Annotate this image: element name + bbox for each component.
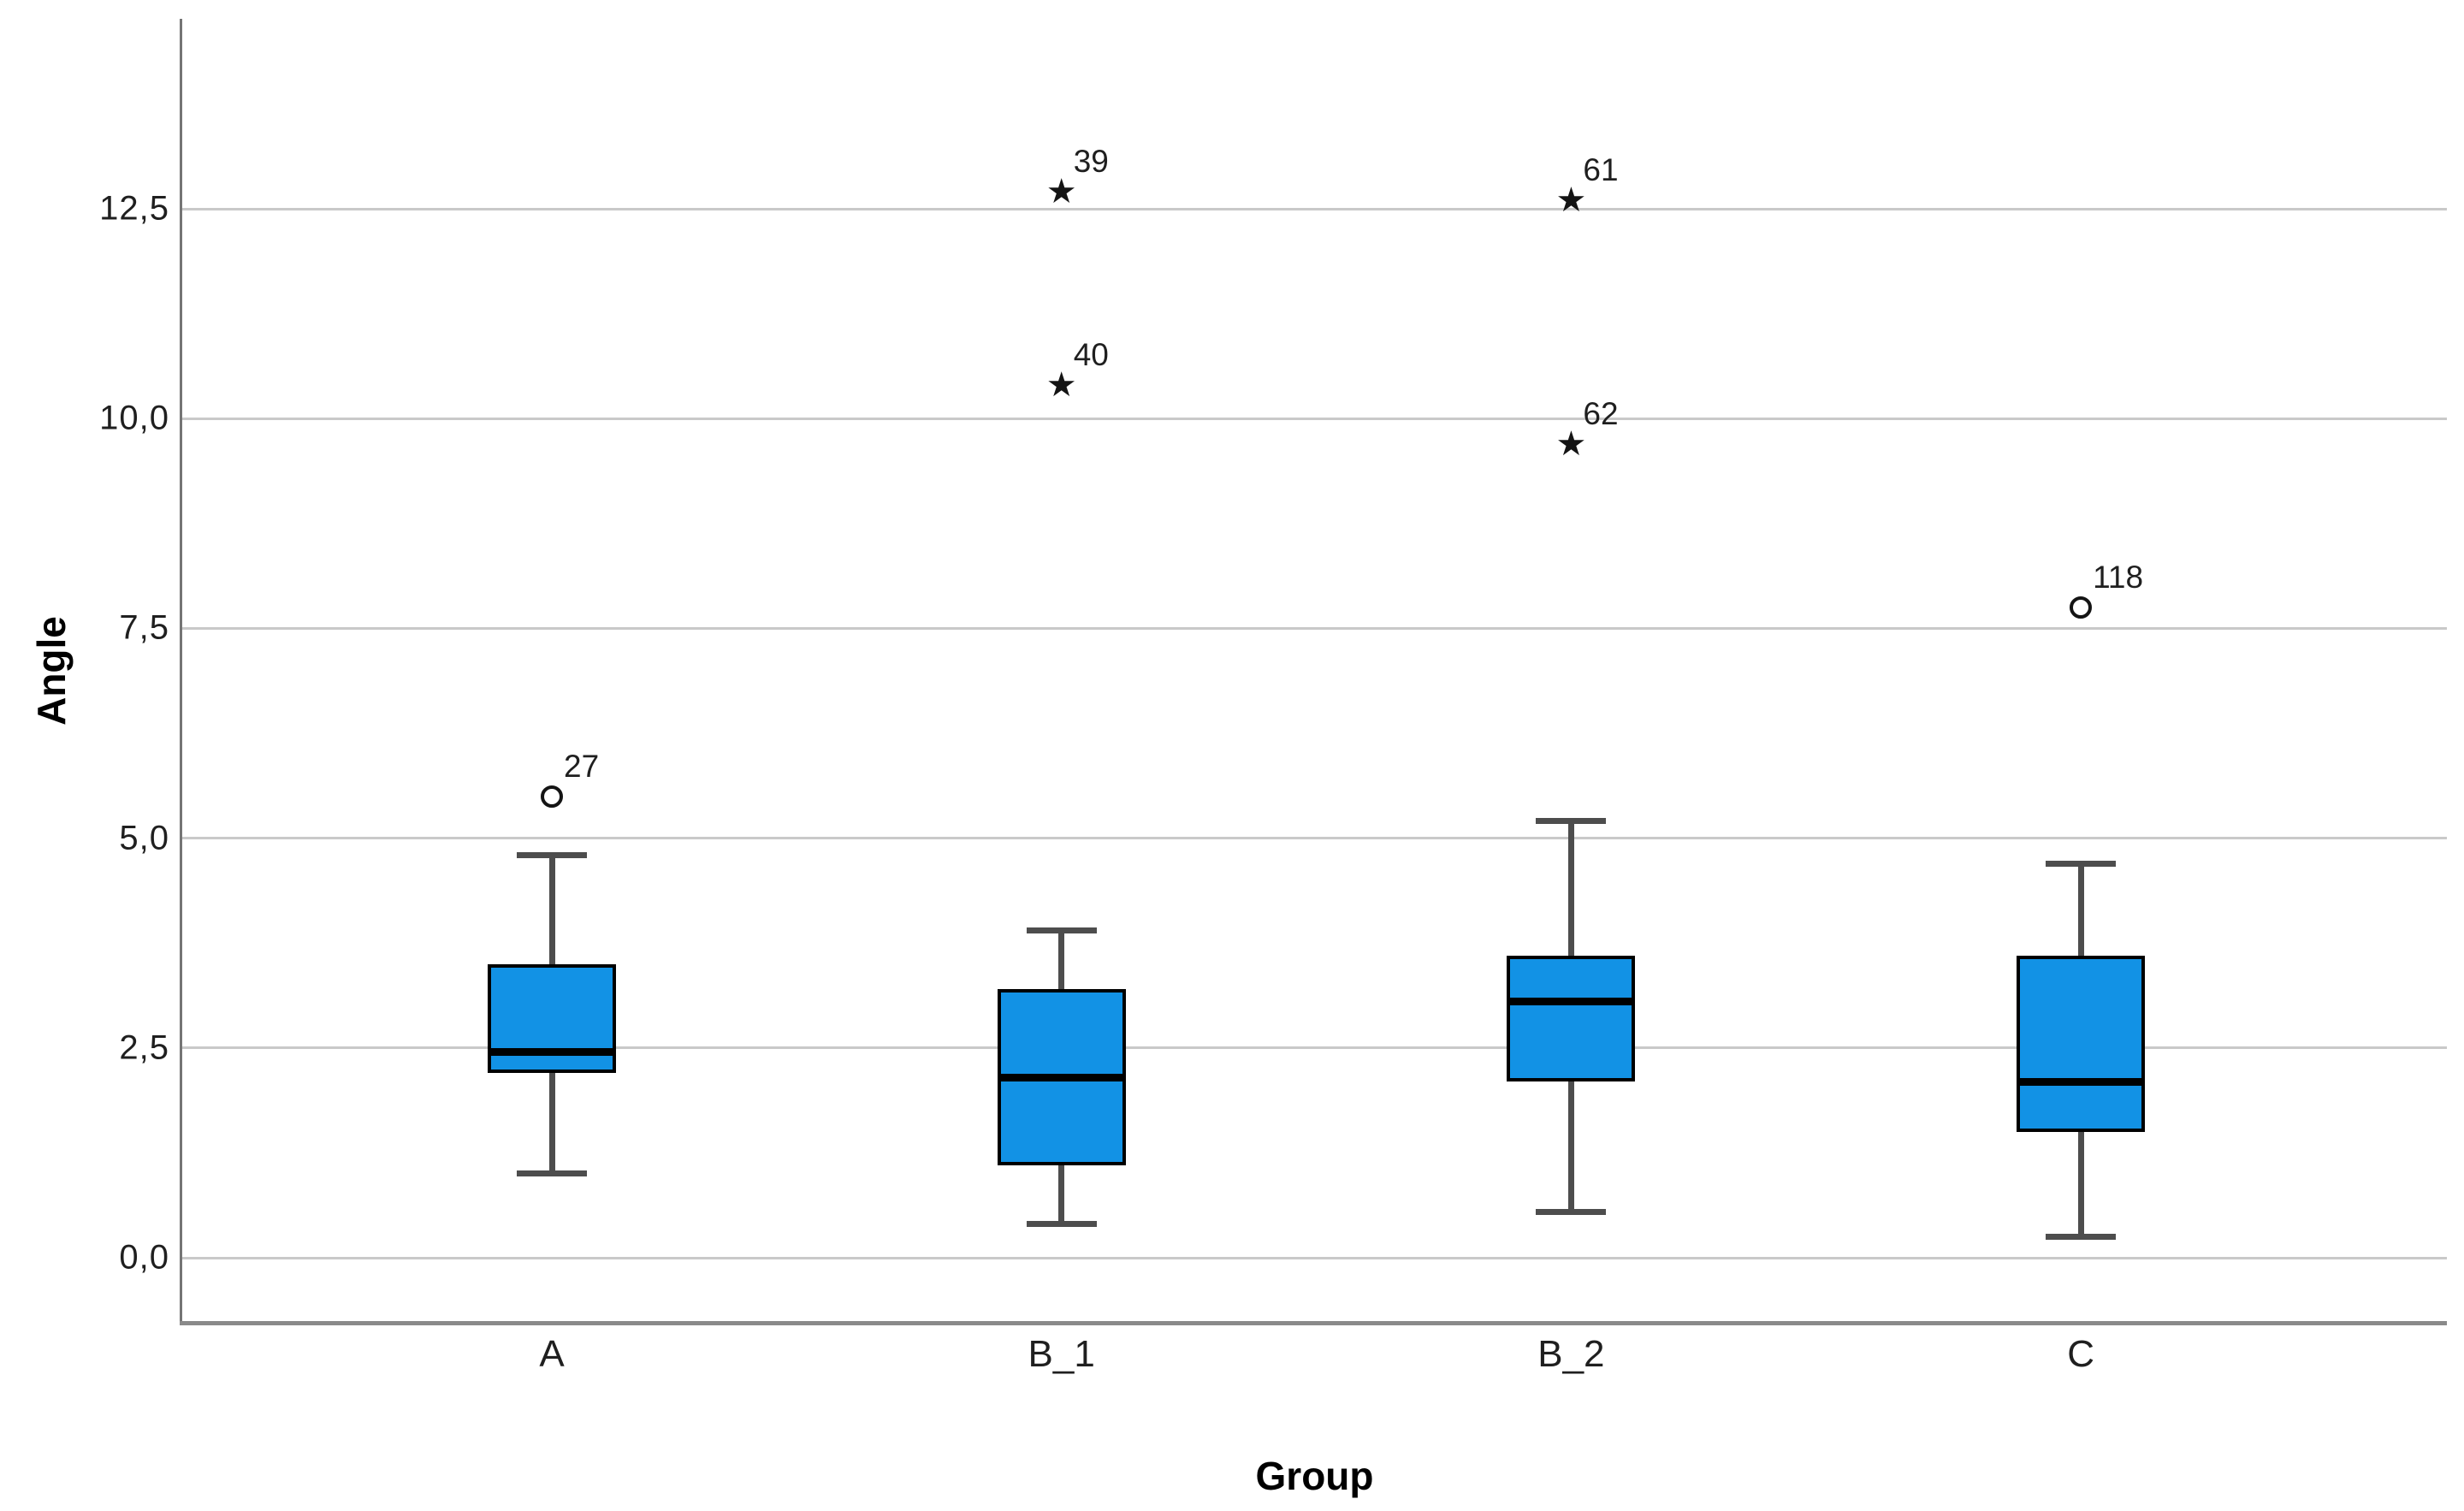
x-axis-line xyxy=(180,1321,2447,1325)
median-line xyxy=(1507,998,1636,1006)
gridline xyxy=(182,1256,2447,1259)
extreme-outlier-star-marker: ★ xyxy=(1045,365,1077,404)
whisker-cap-upper xyxy=(1026,927,1097,933)
whisker-cap-upper xyxy=(517,851,587,858)
outlier-circle-marker xyxy=(541,785,563,808)
outlier-case-label: 40 xyxy=(1073,336,1109,372)
y-tick-label: 2,5 xyxy=(119,1028,169,1067)
y-tick-label: 0,0 xyxy=(119,1238,169,1277)
median-line xyxy=(488,1048,616,1057)
y-axis-line xyxy=(180,19,182,1323)
outlier-case-label: 39 xyxy=(1073,144,1109,180)
extreme-outlier-star-marker: ★ xyxy=(1555,424,1587,463)
whisker-cap-upper xyxy=(1536,818,1607,825)
extreme-outlier-star-marker: ★ xyxy=(1555,181,1587,220)
outlier-case-label: 62 xyxy=(1583,395,1619,431)
x-axis-title: Group xyxy=(1255,1454,1374,1498)
boxplot-box xyxy=(1507,955,1636,1082)
extreme-outlier-star-marker: ★ xyxy=(1045,173,1077,211)
y-tick-label: 10,0 xyxy=(99,399,169,437)
median-line xyxy=(997,1073,1126,1081)
whisker-cap-lower xyxy=(1026,1221,1097,1228)
x-category-label: C xyxy=(2067,1333,2094,1375)
y-axis-title: Angle xyxy=(29,616,74,726)
y-tick-label: 5,0 xyxy=(119,819,169,857)
outlier-case-label: 118 xyxy=(2093,559,2144,595)
whisker-cap-lower xyxy=(1536,1208,1607,1215)
boxplot-box xyxy=(488,963,616,1074)
gridline xyxy=(182,626,2447,630)
y-tick-label: 12,5 xyxy=(99,189,169,228)
whisker-cap-lower xyxy=(2046,1233,2117,1240)
outlier-circle-marker xyxy=(2070,596,2093,619)
outlier-case-label: 61 xyxy=(1583,152,1619,188)
whisker-cap-lower xyxy=(517,1170,587,1177)
x-category-label: B_1 xyxy=(1028,1333,1095,1375)
boxplot-box xyxy=(2017,955,2146,1132)
whisker-cap-upper xyxy=(2046,860,2117,867)
gridline xyxy=(182,1046,2447,1050)
x-category-label: B_2 xyxy=(1537,1333,1605,1375)
x-category-label: A xyxy=(539,1333,565,1375)
y-tick-label: 7,5 xyxy=(119,608,169,647)
gridline xyxy=(182,417,2447,420)
gridline xyxy=(182,837,2447,840)
outlier-case-label: 27 xyxy=(564,748,600,784)
median-line xyxy=(2017,1077,2146,1086)
gridline xyxy=(182,207,2447,210)
